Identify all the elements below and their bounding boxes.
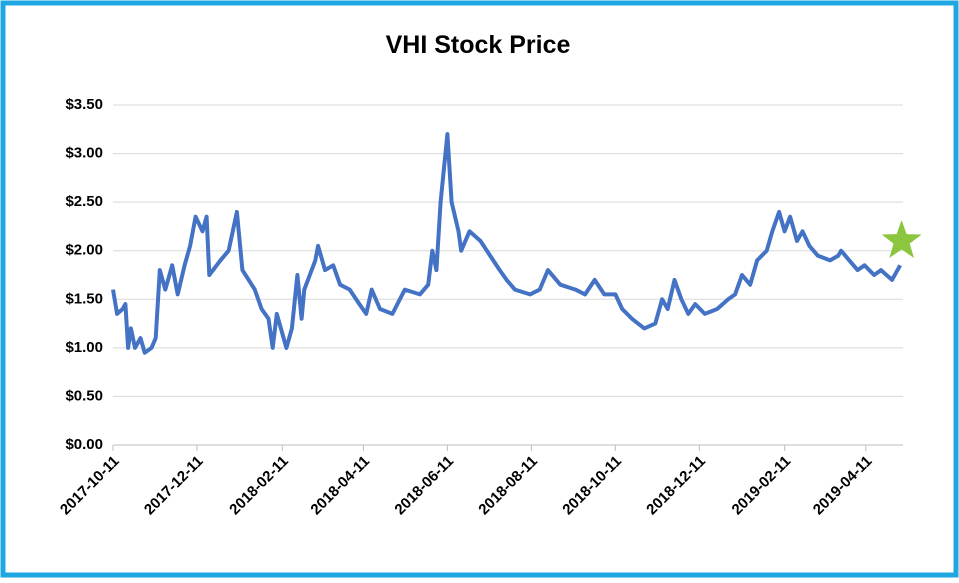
price-line — [111, 132, 902, 355]
y-tick-label: $2.50 — [65, 193, 103, 210]
y-tick-label: $0.50 — [65, 387, 103, 404]
y-tick-label: $3.50 — [65, 96, 103, 113]
star-marker — [881, 220, 922, 258]
y-tick-label: $1.00 — [65, 339, 103, 356]
y-tick-label: $0.00 — [65, 436, 103, 453]
y-tick-label: $2.00 — [65, 242, 103, 259]
y-tick-label: $1.50 — [65, 290, 103, 307]
y-tick-label: $3.00 — [65, 145, 103, 162]
chart-title: VHI Stock Price — [386, 31, 571, 59]
